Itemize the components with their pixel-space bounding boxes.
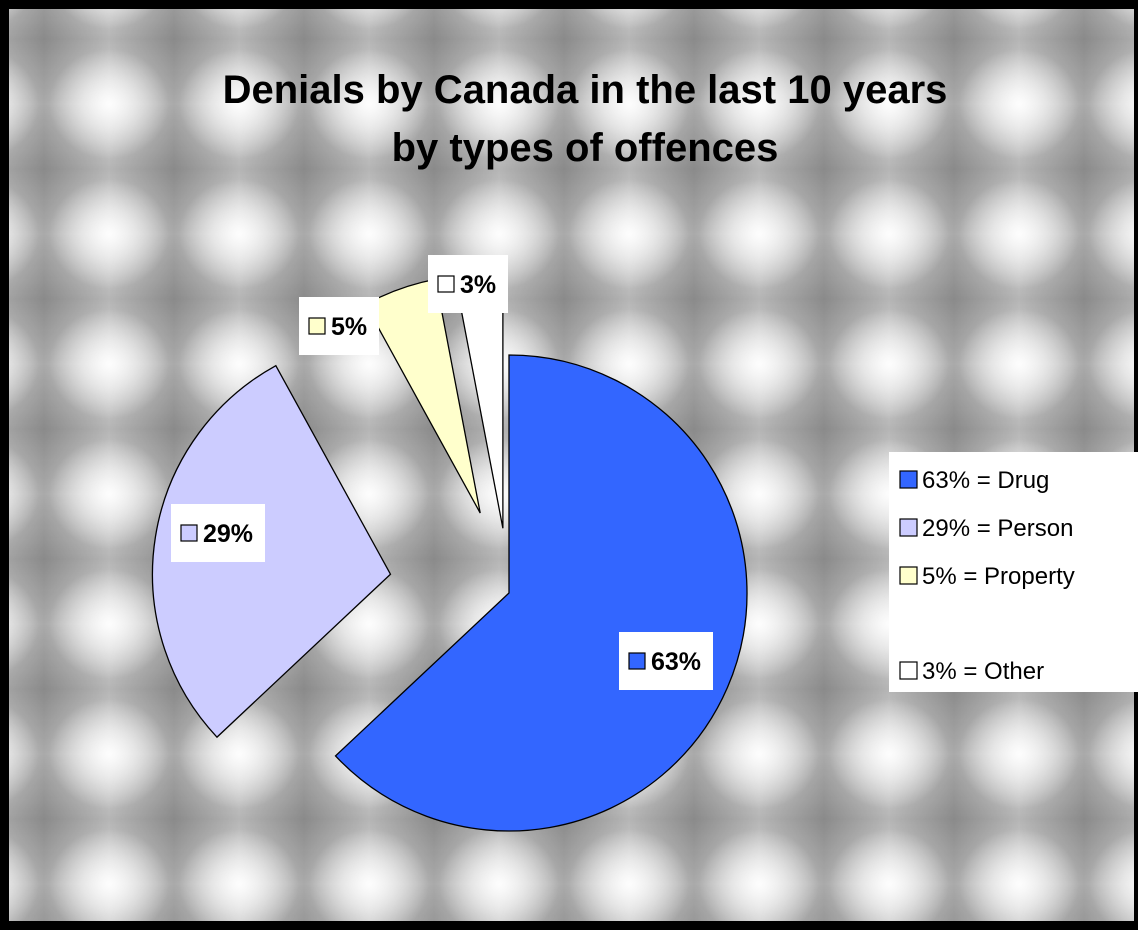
pie-slice-drug xyxy=(334,354,748,832)
data-label-key-person xyxy=(180,524,198,542)
data-label-drug: 63% xyxy=(619,632,713,690)
pie-slice-person xyxy=(151,364,392,739)
chart-title-line-1: Denials by Canada in the last 10 years xyxy=(223,68,948,112)
pie-chart: Denials by Canada in the last 10 years b… xyxy=(151,68,1138,832)
pie-slice-other xyxy=(457,289,504,529)
data-label-other: 3% xyxy=(428,255,508,313)
legend-label-property: 5% = Property xyxy=(922,563,1075,590)
legend-label-drug: 63% = Drug xyxy=(922,467,1049,494)
legend-key-person xyxy=(899,518,918,537)
data-label-text-drug: 63% xyxy=(651,648,701,676)
legend-key-property xyxy=(899,566,918,585)
data-label-text-person: 29% xyxy=(203,520,253,548)
legend-label-person: 29% = Person xyxy=(922,515,1073,542)
chart-title-line-2: by types of offences xyxy=(392,126,779,170)
data-label-key-drug xyxy=(628,652,646,670)
data-label-person: 29% xyxy=(171,504,265,562)
data-label-property: 5% xyxy=(299,297,379,355)
data-label-text-property: 5% xyxy=(331,313,367,341)
data-label-key-property xyxy=(308,317,326,335)
pie-slices xyxy=(151,278,748,832)
legend-label-other: 3% = Other xyxy=(922,658,1044,685)
pie-data-labels: 63% 29% 5% 3% xyxy=(171,255,713,690)
legend-key-drug xyxy=(899,470,918,489)
data-label-text-other: 3% xyxy=(460,271,496,299)
legend-background xyxy=(889,452,1138,692)
legend-key-other xyxy=(899,661,918,680)
legend: 63% = Drug 29% = Person 5% = Property 3% = … xyxy=(889,452,1138,692)
data-label-key-other xyxy=(437,275,455,293)
